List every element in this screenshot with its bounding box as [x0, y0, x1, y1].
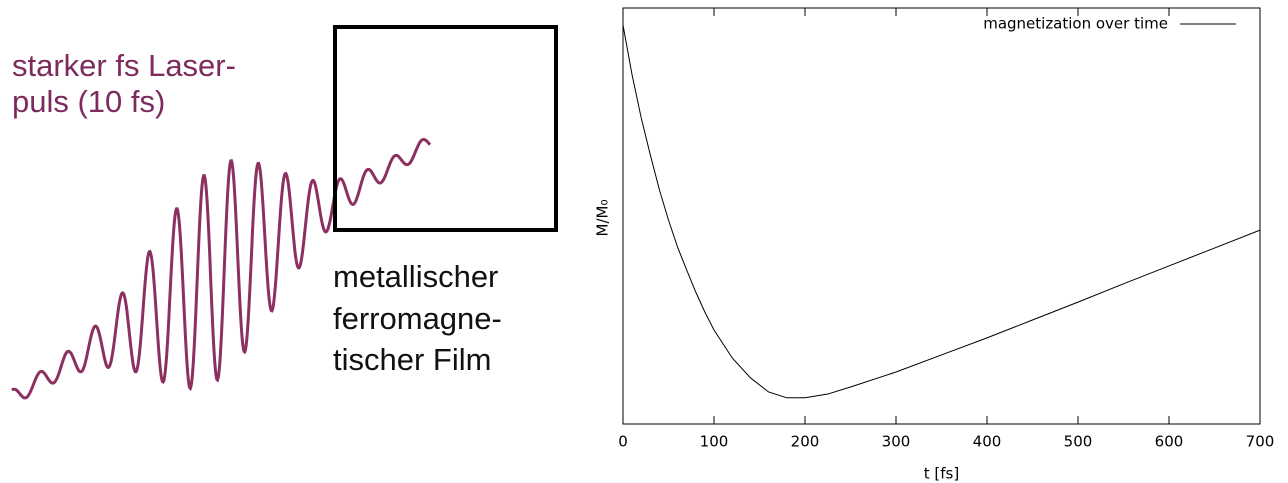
- plot-frame: [623, 8, 1260, 424]
- film-label: ferromagne-: [333, 301, 502, 336]
- laser-label: puls (10 fs): [12, 84, 165, 119]
- x-axis-label: t [fs]: [924, 465, 959, 483]
- film-label: metallischer: [333, 259, 498, 294]
- x-tick-label: 200: [791, 433, 820, 451]
- x-tick-label: 700: [1246, 433, 1275, 451]
- x-tick-label: 100: [700, 433, 729, 451]
- film-label: tischer Film: [333, 342, 491, 377]
- x-tick-label: 500: [1064, 433, 1093, 451]
- x-tick-label: 600: [1155, 433, 1184, 451]
- x-tick-label: 300: [882, 433, 911, 451]
- figure: starker fs Laser- puls (10 fs) metallisc…: [0, 0, 1288, 483]
- y-axis-label: M/M₀: [594, 200, 612, 237]
- legend-label: magnetization over time: [983, 15, 1168, 33]
- x-tick-label: 400: [973, 433, 1002, 451]
- x-tick-label: 0: [618, 433, 628, 451]
- film-box: [335, 27, 556, 230]
- page: {"diagram": {"laser_label": ["starker fs…: [0, 0, 1288, 483]
- laser-label: starker fs Laser-: [12, 48, 236, 83]
- data-line: [623, 25, 1260, 398]
